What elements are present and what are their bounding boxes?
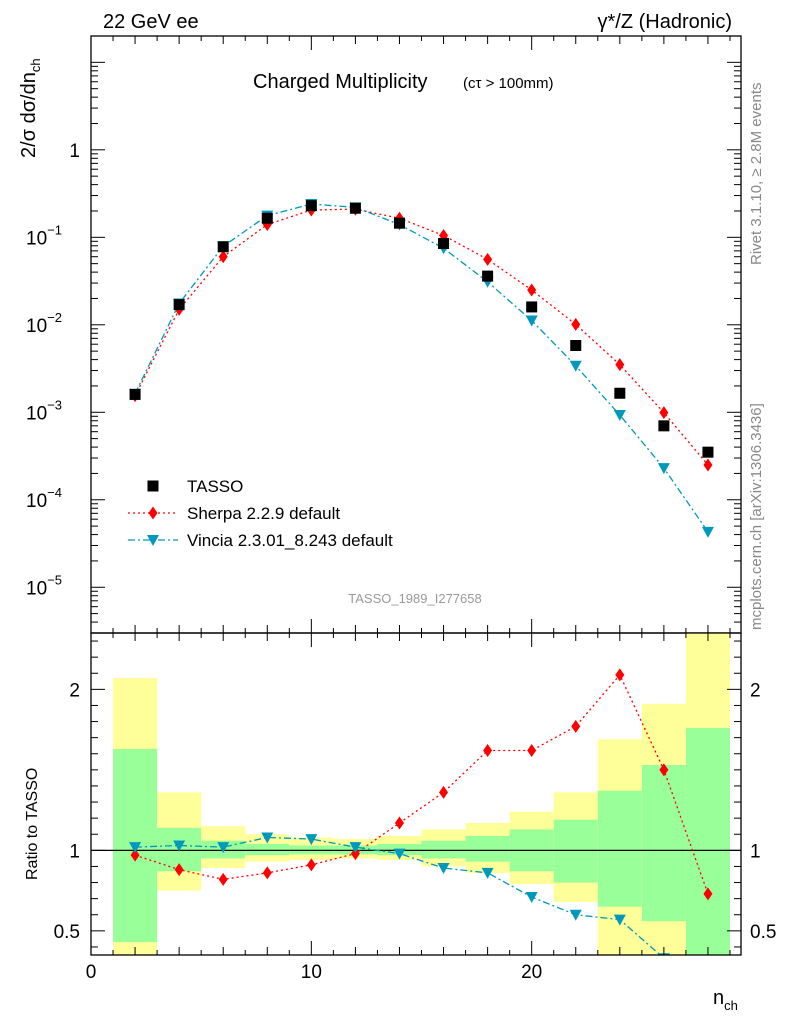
- ratio-y-tick-label-right: 2: [750, 680, 761, 701]
- y-tick-label: 10−3: [26, 397, 62, 424]
- y-tick-label: 1: [69, 141, 80, 162]
- vincia-point-9: [525, 315, 538, 327]
- tasso-point-4: [305, 200, 317, 212]
- y-tick-label: 10−4: [26, 485, 62, 512]
- sherpa-point-12: [659, 406, 669, 420]
- stat-uncertainty-band-3: [245, 843, 290, 856]
- tasso-point-8: [482, 270, 494, 282]
- stat-uncertainty-band-10: [553, 819, 598, 883]
- legend-marker-2: [147, 535, 159, 546]
- sherpa-ratio-point-11: [615, 668, 625, 682]
- ratio-y-tick-label: 0.5: [54, 922, 80, 943]
- ratio-y-tick-label-right: 0.5: [750, 922, 776, 943]
- vincia-point-13: [701, 526, 714, 538]
- sherpa-ratio-point-7: [439, 785, 449, 799]
- legend-label-0: TASSO: [187, 477, 243, 496]
- vincia-ratio-point-3: [261, 832, 274, 844]
- tasso-point-13: [702, 446, 714, 458]
- sherpa-ratio-point-1: [174, 863, 184, 877]
- tasso-point-10: [570, 339, 582, 351]
- process-label: γ*/Z (Hadronic): [598, 11, 732, 33]
- source-label: mcplots.cern.ch [arXiv:1306.3436]: [748, 403, 765, 630]
- tasso-point-2: [217, 241, 229, 253]
- x-tick-label: 20: [521, 962, 542, 983]
- vincia-ratio-point-1: [173, 840, 186, 852]
- tasso-point-5: [349, 202, 361, 214]
- sherpa-ratio-line: [134, 673, 709, 895]
- vincia-ratio-point-2: [217, 842, 230, 854]
- watermark: TASSO_1989_I277658: [348, 591, 481, 606]
- legend-marker-0: [147, 480, 159, 492]
- sherpa-ratio-point-3: [262, 866, 272, 880]
- ratio-y-tick-label: 2: [69, 680, 80, 701]
- y-tick-label: 10−5: [26, 572, 62, 599]
- sherpa-point-2: [218, 250, 228, 264]
- stat-uncertainty-band-13: [685, 727, 730, 955]
- vincia-ratio-point-6: [393, 848, 406, 860]
- sherpa-point-13: [703, 458, 713, 472]
- sherpa-ratio-point-5: [350, 847, 360, 861]
- tasso-point-9: [526, 301, 538, 313]
- y-tick-label: 10−2: [26, 310, 62, 337]
- sherpa-ratio-point-8: [483, 744, 493, 758]
- sherpa-ratio-point-9: [527, 744, 537, 758]
- vincia-point-10: [569, 360, 582, 372]
- ratio-y-tick-label: 1: [69, 841, 80, 862]
- vincia-point-12: [657, 463, 670, 475]
- ratio-y-axis-label: Ratio to TASSO: [24, 768, 41, 880]
- tasso-point-7: [438, 237, 450, 249]
- sherpa-ratio-point-4: [306, 858, 316, 872]
- tasso-point-3: [261, 212, 273, 224]
- sherpa-ratio-point-0: [130, 848, 140, 862]
- y-tick-label: 10−1: [26, 222, 62, 249]
- vincia-ratio-point-9: [525, 892, 538, 904]
- vincia-ratio-point-4: [305, 834, 318, 846]
- vincia-ratio-point-8: [481, 867, 494, 879]
- vincia-line: [134, 203, 709, 533]
- stat-uncertainty-band-11: [597, 790, 642, 907]
- x-tick-label: 0: [86, 962, 97, 983]
- main-y-axis-label: 2/σ dσ/dnch: [18, 58, 43, 158]
- legend-marker-1: [148, 506, 158, 520]
- vincia-ratio-point-10: [569, 909, 582, 921]
- sherpa-ratio-point-13: [703, 887, 713, 901]
- chart-title: Charged Multiplicity: [253, 71, 428, 93]
- legend-label-2: Vincia 2.3.01_8.243 default: [187, 531, 393, 550]
- vincia-ratio-point-0: [129, 842, 142, 854]
- sherpa-ratio-point-10: [571, 719, 581, 733]
- ratio-frame: [90, 632, 742, 956]
- tasso-point-11: [614, 387, 626, 399]
- main-panel: 10−5 10−4 10−3 10−2 10−1 1 Charged Multiplici…: [18, 35, 742, 634]
- rivet-label: Rivet 3.1.10, ≥ 2.8M events: [748, 83, 765, 266]
- sherpa-ratio-point-2: [218, 872, 228, 886]
- vincia-ratio-point-7: [437, 863, 450, 875]
- sherpa-point-10: [571, 317, 581, 331]
- ratio-panel: 0 10 20 0.5 0.5 1 1 2 2 Ratio to TASSO: [24, 632, 776, 983]
- x-axis-label: nch: [713, 987, 738, 1013]
- energy-label: 22 GeV ee: [103, 11, 199, 33]
- legend: TASSO Sherpa 2.2.9 default Vincia 2.3.01_8…: [128, 477, 393, 550]
- vincia-ratio-point-5: [349, 842, 362, 854]
- legend-label-1: Sherpa 2.2.9 default: [187, 504, 340, 523]
- sherpa-point-9: [527, 283, 537, 297]
- x-tick-label: 10: [301, 962, 322, 983]
- vincia-ratio-point-11: [613, 914, 626, 926]
- tasso-point-0: [129, 388, 141, 400]
- stat-uncertainty-band-8: [465, 835, 510, 862]
- sherpa-ratio-point-12: [659, 763, 669, 777]
- tasso-point-6: [393, 217, 405, 229]
- ratio-y-tick-label-right: 1: [750, 841, 761, 862]
- sherpa-point-11: [615, 358, 625, 372]
- chart-subtitle: (cτ > 100mm): [463, 75, 554, 92]
- sherpa-point-8: [483, 252, 493, 266]
- tasso-point-1: [173, 299, 185, 311]
- stat-uncertainty-band-12: [641, 765, 686, 922]
- vincia-point-11: [613, 410, 626, 422]
- stat-uncertainty-band-7: [421, 840, 466, 859]
- sherpa-ratio-point-6: [394, 816, 404, 830]
- tasso-point-12: [658, 420, 670, 432]
